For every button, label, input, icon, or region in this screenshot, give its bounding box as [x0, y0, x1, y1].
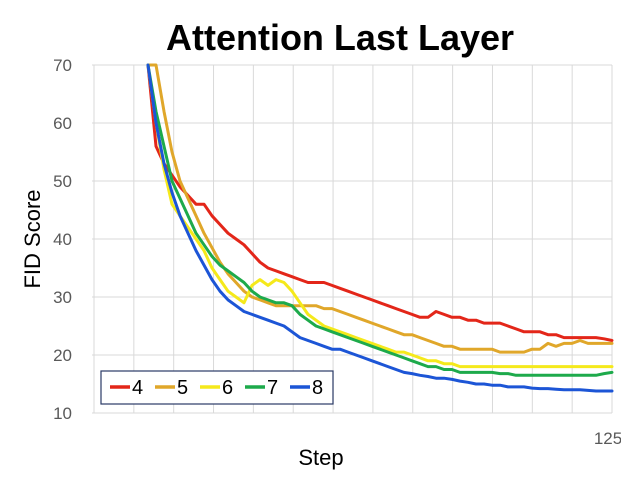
y-axis-ticks: 10 20 30 40 50 60 70 — [53, 56, 72, 423]
x-tick-label: 1250k — [594, 429, 621, 448]
legend-label-4: 4 — [132, 377, 143, 399]
legend-label-7: 7 — [267, 377, 278, 399]
y-tick-label: 20 — [53, 346, 72, 365]
y-axis-label: FID Score — [20, 189, 45, 288]
y-tick-label: 40 — [53, 230, 72, 249]
chart-title: Attention Last Layer — [166, 17, 514, 58]
series-line-4 — [146, 63, 614, 342]
series-line-5 — [146, 63, 614, 354]
y-tick-label: 70 — [53, 56, 72, 75]
gridlines — [92, 64, 613, 414]
y-tick-label: 10 — [53, 404, 72, 423]
series-line-8 — [146, 63, 614, 393]
x-axis-ticks: 1250k — [594, 429, 621, 448]
legend: 4 5 6 7 8 — [100, 370, 334, 405]
series-line-7 — [146, 63, 614, 377]
y-tick-label: 30 — [53, 288, 72, 307]
legend-label-6: 6 — [222, 377, 233, 399]
x-axis-label: Step — [298, 445, 343, 470]
series-line-6 — [146, 63, 614, 369]
series-lines — [146, 63, 614, 393]
legend-label-5: 5 — [177, 377, 188, 399]
legend-label-8: 8 — [312, 377, 323, 399]
y-tick-label: 50 — [53, 172, 72, 191]
y-tick-label: 60 — [53, 114, 72, 133]
